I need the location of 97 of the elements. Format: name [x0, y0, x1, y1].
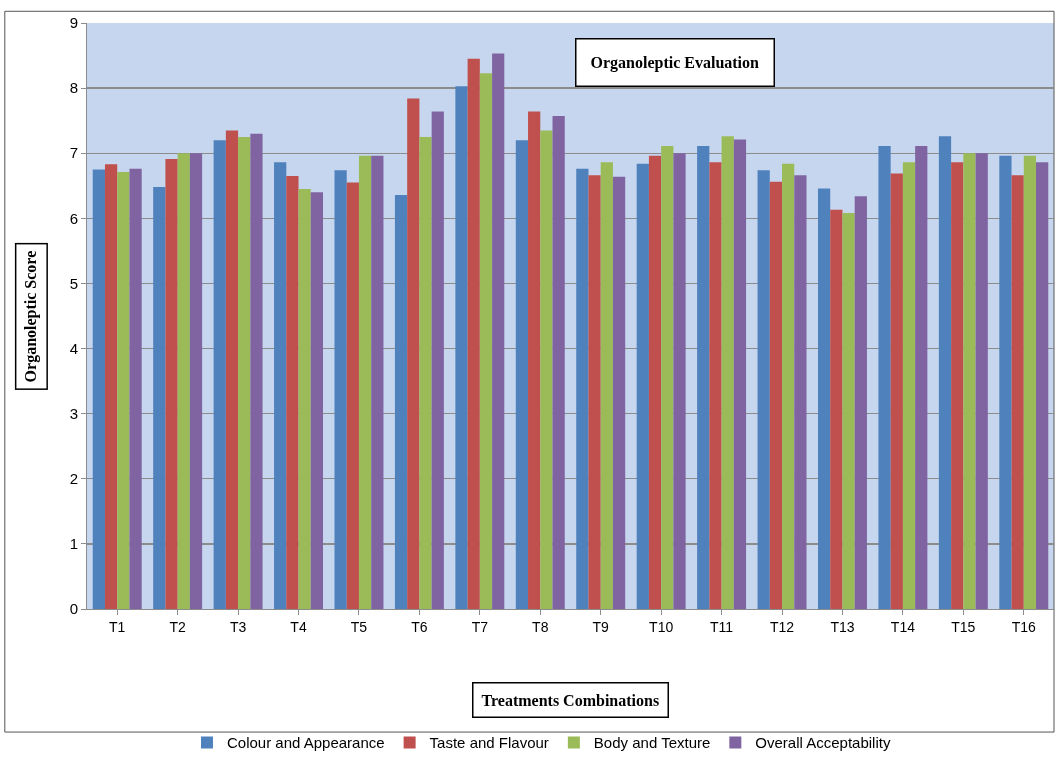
x-tick-label: T6: [411, 618, 428, 635]
y-tick-label: 7: [69, 144, 78, 162]
x-tick-label: T4: [290, 618, 307, 635]
bar: [842, 213, 855, 609]
bar: [975, 153, 988, 609]
x-tick-label: T5: [350, 618, 368, 635]
bar: [358, 155, 372, 609]
bar: [310, 192, 324, 609]
y-tick-label: 5: [69, 274, 78, 292]
x-tick-label: T11: [710, 618, 734, 635]
bar: [999, 155, 1012, 609]
bar: [407, 98, 420, 609]
bar: [431, 111, 444, 609]
bar: [576, 168, 589, 609]
y-tick-label: 6: [69, 209, 78, 227]
bar: [951, 162, 964, 609]
bar: [238, 136, 251, 609]
bar: [648, 155, 662, 609]
bar: [528, 111, 541, 609]
bar: [673, 153, 686, 609]
bar: [721, 136, 734, 609]
y-tick-label: 0: [69, 600, 78, 618]
bar: [697, 146, 710, 609]
bar: [104, 164, 118, 609]
bar: [274, 162, 287, 609]
bar: [515, 140, 529, 609]
x-tick-label: T9: [592, 618, 610, 635]
x-tick-label: T8: [532, 618, 549, 635]
bar: [479, 73, 493, 609]
bar: [213, 140, 226, 609]
bar: [225, 130, 239, 609]
x-tick-label: T13: [830, 618, 855, 635]
bar: [709, 162, 722, 609]
y-tick-label: 2: [69, 470, 78, 488]
bar: [938, 136, 952, 609]
bar: [963, 153, 976, 609]
bar: [419, 136, 432, 609]
bar: [165, 159, 178, 609]
x-tick-label: T7: [471, 618, 489, 635]
bar: [467, 58, 480, 609]
bar: [1023, 155, 1037, 609]
bar: [92, 169, 105, 609]
y-tick-label: 1: [69, 535, 78, 553]
bar: [733, 139, 747, 609]
bar: [189, 153, 203, 609]
bar: [612, 176, 626, 609]
y-axis-title: Organoleptic Score: [22, 250, 41, 383]
bar: [286, 176, 299, 609]
bar: [661, 146, 674, 609]
bar: [817, 188, 831, 609]
bar: [298, 189, 311, 609]
text: Organoleptic Evaluation: [590, 53, 760, 72]
x-tick-label: T15: [951, 618, 976, 635]
x-tick-label: T16: [1011, 618, 1037, 635]
bar: [600, 162, 613, 609]
legend-label: Colour and Appearance: [226, 734, 385, 752]
bar: [915, 146, 928, 609]
bar: [588, 175, 601, 609]
bar: [346, 182, 359, 609]
bar: [371, 155, 384, 609]
bar: [153, 187, 166, 609]
bar: [830, 209, 843, 609]
bar: [757, 170, 770, 609]
x-tick-label: T14: [890, 618, 916, 635]
bar: [394, 194, 408, 609]
x-tick-label: T3: [229, 618, 247, 635]
bar: [794, 175, 807, 609]
bar: [177, 153, 190, 609]
bar: [1036, 162, 1049, 609]
x-tick-label: T12: [769, 618, 795, 635]
bar: [455, 86, 468, 609]
bar: [890, 173, 903, 609]
y-tick-label: 8: [69, 79, 78, 97]
bar: [782, 163, 795, 609]
bar: [1011, 175, 1024, 609]
x-tick-label: T1: [109, 618, 126, 635]
bar: [636, 163, 649, 609]
x-tick-label: T10: [649, 618, 674, 635]
bar: [117, 172, 130, 609]
x-tick-label: T2: [169, 618, 187, 635]
legend-label: Taste and Flavour: [429, 734, 549, 752]
y-tick-label: 9: [69, 14, 78, 32]
legend-label: Body and Texture: [593, 734, 711, 752]
bar: [334, 170, 347, 609]
bar: [878, 146, 891, 609]
bar: [540, 130, 553, 609]
bar: [129, 168, 142, 609]
bar: [552, 116, 565, 609]
bar: [854, 196, 867, 609]
bar: [492, 53, 505, 609]
y-tick-label: 4: [69, 339, 78, 357]
bar: [902, 162, 916, 609]
legend-label: Overall Acceptability: [755, 734, 891, 752]
y-tick-label: 3: [69, 404, 78, 422]
bar: [769, 181, 783, 609]
x-axis-title: Treatments Combinations: [481, 691, 660, 709]
bar: [250, 133, 263, 609]
